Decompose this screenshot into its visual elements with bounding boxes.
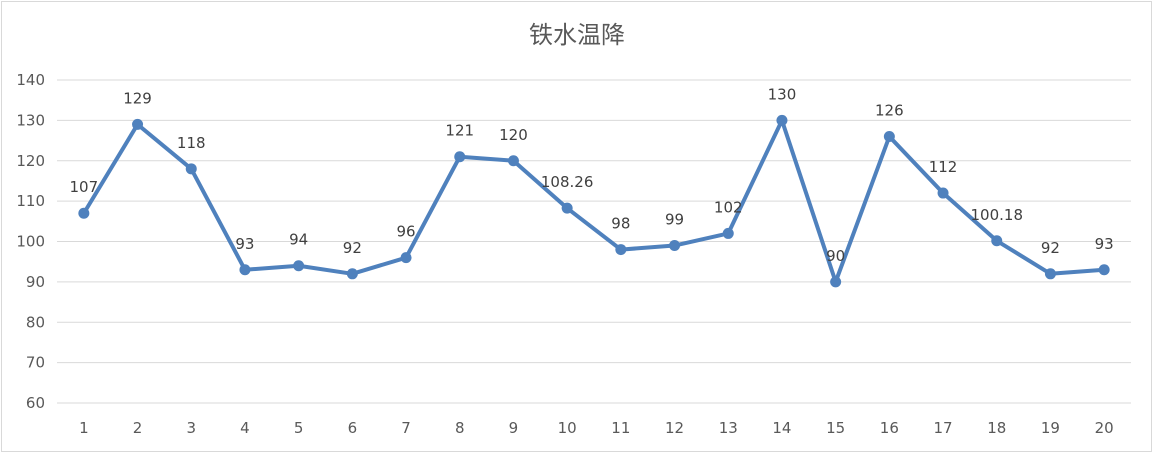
- data-label: 92: [1041, 239, 1060, 257]
- x-tick-label: 10: [558, 419, 577, 437]
- data-point: [722, 227, 734, 239]
- data-point: [615, 244, 627, 256]
- data-label: 126: [875, 102, 904, 120]
- series-line-group: [81, 118, 1107, 284]
- data-label: 96: [397, 223, 416, 241]
- y-tick-label: 100: [16, 233, 45, 251]
- x-tick-label: 11: [611, 419, 630, 437]
- data-point: [1044, 268, 1056, 280]
- x-tick-label: 6: [348, 419, 358, 437]
- y-axis-ticks: 60 70 80 90 100 110 120 130 140: [16, 71, 45, 412]
- data-point: [293, 260, 305, 272]
- data-point: [239, 264, 251, 276]
- data-label: 100.18: [971, 206, 1024, 224]
- x-tick-label: 4: [240, 419, 250, 437]
- data-point: [1098, 264, 1110, 276]
- series-line: [81, 118, 1107, 284]
- y-tick-label: 140: [16, 71, 45, 89]
- data-point: [78, 207, 90, 219]
- x-tick-label: 17: [934, 419, 953, 437]
- y-tick-label: 130: [16, 111, 45, 129]
- x-tick-label: 13: [719, 419, 738, 437]
- data-label: 112: [929, 158, 958, 176]
- data-point: [669, 240, 681, 252]
- data-point: [346, 268, 358, 280]
- y-tick-label: 60: [26, 394, 45, 412]
- data-label: 93: [235, 235, 254, 253]
- data-label: 99: [665, 211, 684, 229]
- data-point: [185, 163, 197, 175]
- x-tick-label: 7: [401, 419, 411, 437]
- x-tick-label: 20: [1095, 419, 1114, 437]
- x-tick-label: 19: [1041, 419, 1060, 437]
- data-point: [507, 155, 519, 167]
- data-point: [132, 118, 144, 130]
- data-label: 98: [611, 215, 630, 233]
- data-label: 120: [499, 126, 528, 144]
- chart-title: 铁水温降: [529, 21, 625, 49]
- data-label: 93: [1095, 235, 1114, 253]
- data-point: [454, 151, 466, 163]
- data-point: [937, 187, 949, 199]
- data-points: [78, 114, 1110, 288]
- x-tick-label: 14: [772, 419, 791, 437]
- data-point: [776, 114, 788, 126]
- y-tick-label: 90: [26, 273, 45, 291]
- x-tick-label: 18: [987, 419, 1006, 437]
- x-tick-label: 3: [186, 419, 196, 437]
- data-label: 118: [177, 134, 206, 152]
- x-tick-label: 8: [455, 419, 465, 437]
- x-tick-label: 9: [509, 419, 519, 437]
- y-tick-label: 70: [26, 354, 45, 372]
- data-point: [883, 131, 895, 143]
- data-label: 121: [445, 122, 474, 140]
- x-tick-label: 15: [826, 419, 845, 437]
- x-tick-label: 5: [294, 419, 304, 437]
- data-label: 90: [826, 247, 845, 265]
- gridlines: [57, 79, 1131, 404]
- y-tick-label: 110: [16, 192, 45, 210]
- data-label: 92: [343, 239, 362, 257]
- x-tick-label: 16: [880, 419, 899, 437]
- data-label: 94: [289, 231, 308, 249]
- x-axis-ticks: 1 2 3 4 5 6 7 8 9 10 11 12 13 14 15 16 17 18 19 20: [79, 419, 1114, 437]
- data-point: [561, 202, 573, 214]
- data-label: 130: [768, 85, 797, 103]
- data-labels: 107 129 118 93 94 92 96 121 120 108.26 98 99 102 130 9…: [70, 85, 1114, 265]
- data-point: [400, 252, 412, 264]
- data-label: 107: [70, 178, 99, 196]
- x-tick-label: 1: [79, 419, 89, 437]
- data-point: [830, 276, 842, 288]
- data-label: 102: [714, 198, 743, 216]
- y-tick-label: 80: [26, 313, 45, 331]
- data-label: 129: [123, 89, 152, 107]
- data-label: 108.26: [541, 173, 594, 191]
- x-tick-label: 12: [665, 419, 684, 437]
- y-tick-label: 120: [16, 152, 45, 170]
- data-point: [991, 235, 1003, 247]
- x-tick-label: 2: [133, 419, 143, 437]
